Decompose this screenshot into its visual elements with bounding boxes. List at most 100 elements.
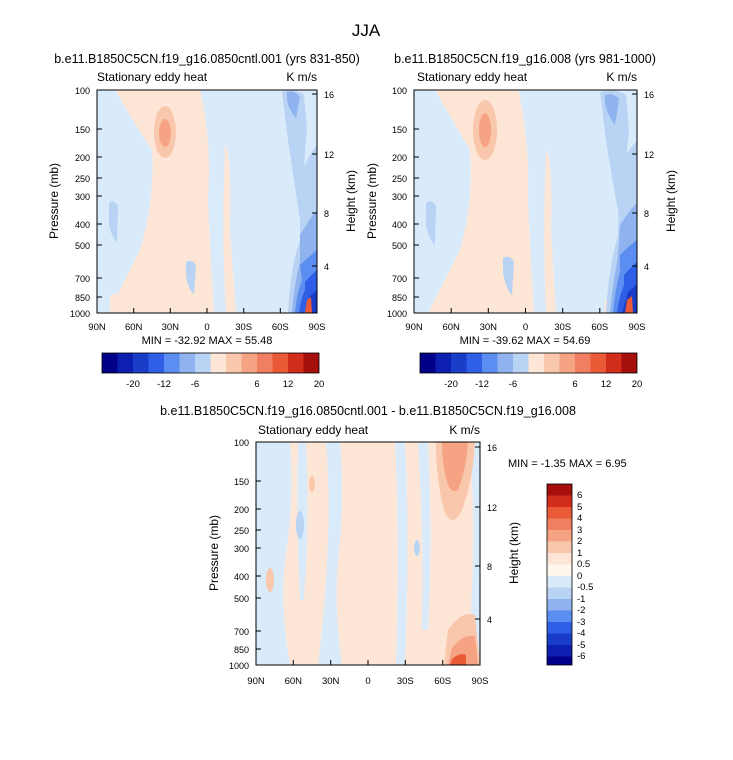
colorbar-box (288, 353, 304, 373)
y-tick-label: 300 (234, 544, 249, 554)
colorbar-box (148, 353, 164, 373)
colorbar-box (133, 353, 149, 373)
colorbar-box (547, 541, 572, 553)
colorbar-label: -6 (509, 379, 517, 390)
x-tick-label: 30N (162, 322, 180, 333)
x-tick-label: 90S (309, 322, 326, 333)
panel-2-min-max: MIN = -39.62 MAX = 54.69 (460, 335, 591, 347)
colorbar-box (547, 599, 572, 611)
y-tick-label: 400 (75, 220, 90, 230)
y-tick-label: 500 (75, 241, 90, 251)
colorbar-label: -20 (126, 379, 140, 390)
colorbar-label: -6 (577, 651, 585, 662)
y-axis-label: Pressure (mb) (207, 515, 221, 591)
colorbar-label: 1 (577, 548, 582, 559)
contour-negative-patch (414, 540, 420, 556)
panel-1-right-string: K m/s (286, 70, 317, 84)
y-tick-label: 1000 (229, 661, 249, 671)
height-tick-label: 8 (487, 562, 492, 572)
colorbar-box (559, 353, 575, 373)
y-ticks (414, 89, 419, 314)
height-tick-label: 12 (644, 150, 654, 160)
contour-positive-pole (625, 296, 633, 313)
colorbar-box (420, 353, 436, 373)
colorbar-box (102, 353, 118, 373)
colorbar-label: 0.5 (577, 559, 590, 570)
colorbar-label: 20 (314, 379, 325, 390)
colorbar-label: -3 (577, 617, 585, 628)
contour-negative-west (256, 442, 292, 665)
y-tick-label: 250 (75, 174, 90, 184)
contour-negative-band-3 (395, 442, 408, 665)
x-tick-label: 0 (365, 676, 370, 687)
x-tick-label: 90N (405, 322, 423, 333)
height-tick-label: 12 (324, 150, 334, 160)
y-axis-label: Pressure (mb) (365, 163, 379, 239)
colorbar-label: 12 (283, 379, 294, 390)
panel-1-x-axis: 90N 60N 30N 0 30S 60S 90S (88, 308, 325, 333)
y-tick-label: 100 (234, 438, 249, 448)
y-tick-label: 150 (75, 125, 90, 135)
x-tick-label: 90N (88, 322, 106, 333)
x-ticks (413, 308, 638, 313)
colorbar-box (547, 507, 572, 519)
colorbar-box (226, 353, 242, 373)
colorbar-box (210, 353, 226, 373)
colorbar-box (547, 633, 572, 645)
panel-1-colorbar: -20 -12 -6 -2 2 6 12 20 (101, 352, 325, 390)
x-tick-label: 30N (322, 676, 340, 687)
contour-positive-lower (462, 299, 504, 313)
colorbar-label: 3 (577, 525, 582, 536)
colorbar-box (621, 353, 637, 373)
colorbar-label: 5 (577, 502, 582, 513)
y-tick-label: 200 (234, 505, 249, 515)
x-tick-label: 0 (204, 322, 209, 333)
panel-1-title: b.e11.B1850C5CN.f19_g16.0850cntl.001 (yr… (54, 52, 360, 66)
height-tick-label: 8 (324, 209, 329, 219)
y-tick-label: 100 (75, 86, 90, 96)
colorbar-box (451, 353, 467, 373)
height-tick-label: 16 (644, 90, 654, 100)
panel-2-left-string: Stationary eddy heat (417, 70, 528, 84)
y-tick-label: 200 (75, 153, 90, 163)
y-ticks (256, 441, 261, 666)
contour-positive-patch (309, 476, 315, 492)
y-tick-label: 700 (234, 627, 249, 637)
colorbar-label: 2 (577, 536, 582, 547)
right-axis-label: Height (km) (344, 170, 358, 232)
y-tick-label: 850 (234, 645, 249, 655)
panel-3-min-max: MIN = -1.35 MAX = 6.95 (508, 458, 627, 470)
colorbar-box (547, 564, 572, 576)
right-axis-label: Height (km) (664, 170, 678, 232)
colorbar-box (466, 353, 482, 373)
contour-negative-patch (296, 511, 304, 539)
y-tick-label: 250 (392, 174, 407, 184)
figure-title: JJA (352, 21, 381, 40)
colorbar-box (547, 484, 572, 496)
colorbar-label: 6 (577, 490, 582, 501)
colorbar-box (497, 353, 513, 373)
height-tick-label: 16 (324, 90, 334, 100)
contour-positive-patch (266, 568, 274, 592)
colorbar-box (164, 353, 180, 373)
contour-positive-core (159, 119, 171, 147)
x-tick-label: 90S (629, 322, 646, 333)
colorbar-box (117, 353, 133, 373)
panel-1-y-axis: 100 150 200 250 300 400 500 700 850 1000… (47, 86, 102, 319)
panel-1-contours (97, 90, 317, 313)
height-tick-label: 16 (487, 443, 497, 453)
x-tick-label: 60S (591, 322, 608, 333)
x-tick-label: 30S (397, 676, 414, 687)
y-tick-label: 1000 (70, 309, 90, 319)
y-axis-label: Pressure (mb) (47, 163, 61, 239)
colorbar-frame (419, 352, 638, 374)
panel-3-y-axis: 100 150 200 250 300 400 500 700 850 1000… (207, 438, 261, 671)
x-tick-label: 60N (285, 676, 303, 687)
contour-negative-west (109, 201, 118, 242)
panel-3-right-axis: 16 12 8 4 Height (km) (475, 443, 521, 625)
x-tick-label: 60S (272, 322, 289, 333)
contour-negative-mid (503, 256, 514, 295)
panel-3-title: b.e11.B1850C5CN.f19_g16.0850cntl.001 - b… (160, 404, 576, 418)
colorbar-label: -6 (191, 379, 199, 390)
panel-2-right-axis: 16 12 8 4 Height (km) (632, 90, 678, 272)
